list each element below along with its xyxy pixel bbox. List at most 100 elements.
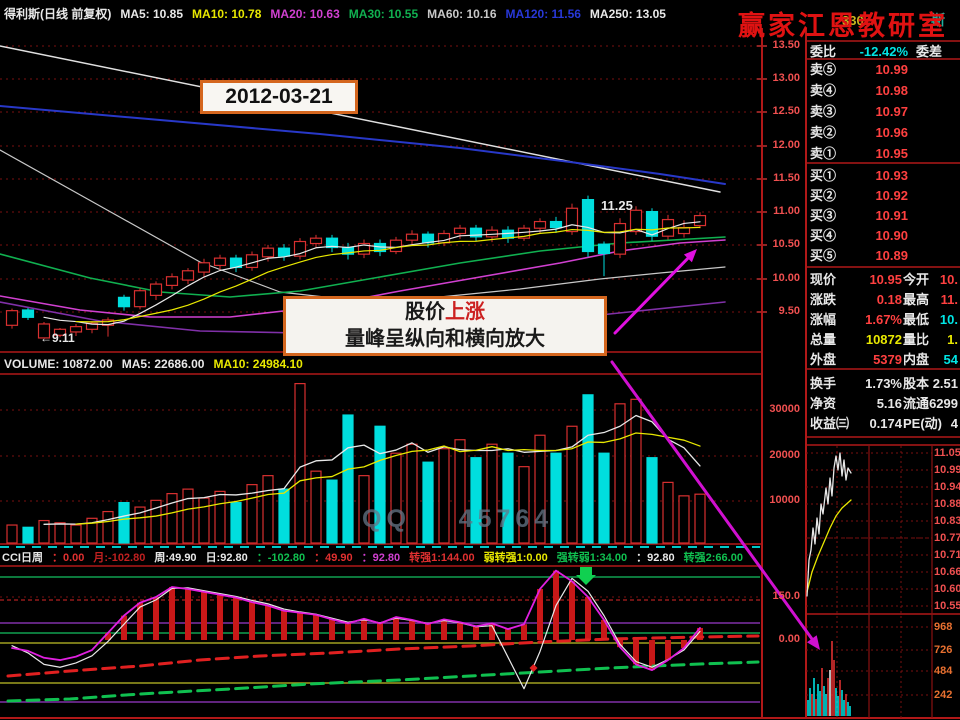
volume-bar: [630, 398, 642, 544]
cci-histogram-bar: [601, 619, 607, 640]
cci-header-segment: ：92.80: [361, 552, 401, 564]
candle-body: [69, 326, 83, 333]
cci-header-segment: ：49.90: [314, 552, 353, 564]
cci-histogram-bar: [537, 588, 543, 640]
candle-body: [645, 210, 659, 237]
volume-bar: [374, 425, 386, 544]
volume-bar: [502, 452, 514, 544]
cci-histogram-bar: [697, 627, 703, 640]
cci-histogram-bar: [649, 640, 655, 671]
analysis-annotation-box: 股价上涨 量峰呈纵向和横向放大: [283, 296, 607, 356]
quote-panel: 委比 -12.42% 委差 卖⑤ 10.99 卖④ 10.98 卖③ 10.97 卖② 10.…: [806, 0, 960, 720]
volume-bar: [6, 524, 18, 544]
buy-level-label: 买④: [810, 228, 837, 243]
candle-body: [581, 199, 595, 253]
buy-level-row[interactable]: 买① 10.93: [806, 166, 960, 186]
up-trend-arrow-head: [683, 249, 697, 263]
cci-histogram-bar: [313, 614, 319, 640]
stat-label: 最高: [903, 292, 930, 307]
cci-header-segment: ：92.80: [636, 552, 675, 564]
volume-bar: [534, 434, 546, 544]
price-axis-label: 12.00: [772, 139, 800, 151]
sell-level-row[interactable]: 卖① 10.95: [806, 144, 960, 164]
buy-level-row[interactable]: 买⑤ 10.89: [806, 246, 960, 266]
down-trend-arrow-head: [806, 635, 820, 650]
buy-level-row[interactable]: 买④ 10.90: [806, 226, 960, 246]
title-bar-segment: MA30: 10.55: [348, 7, 419, 21]
cci-header-segment: ：0.00: [51, 552, 85, 564]
mini-price-label: 10.77: [934, 532, 960, 544]
sell-level-label: 卖①: [810, 146, 837, 161]
sell-level-row[interactable]: 卖② 10.96: [806, 123, 960, 143]
volume-bar: [598, 452, 610, 544]
stat-value: 0.174: [869, 416, 902, 431]
buy-level-price: 10.90: [875, 228, 908, 243]
volume-bar: [230, 501, 242, 544]
price-axis-label: 9.50: [778, 305, 800, 317]
mini-volume-label: 726: [934, 644, 953, 656]
volume-bar: [86, 517, 98, 544]
volume-bar: [150, 499, 162, 544]
volume-header-segment: MA5: 22686.00: [121, 357, 205, 371]
stat-label: 涨幅: [810, 312, 837, 327]
mini-volume-label: 968: [934, 621, 953, 633]
high-price-label: 11.25: [601, 198, 633, 213]
volume-bar: [358, 475, 370, 544]
mini-price-line: [806, 452, 852, 597]
title-bar-segment: 得利斯(日线 前复权): [4, 7, 112, 21]
weibi-label: 委比: [810, 44, 837, 59]
cci-header-segment: 月:-102.80: [93, 552, 146, 564]
sell-level-row[interactable]: 卖③ 10.97: [806, 102, 960, 122]
mini-price-label: 10.94: [934, 481, 960, 493]
mini-price-label: 10.55: [934, 600, 960, 612]
stat-value: 10.95: [869, 272, 902, 287]
stat-value: 10.: [939, 312, 958, 327]
mini-volume-label: 484: [934, 665, 953, 677]
mini-price-label: 10.83: [934, 515, 960, 527]
candle-body: [565, 207, 579, 233]
green-down-arrow-icon: [576, 567, 596, 585]
volume-axis-label: 20000: [769, 449, 800, 461]
volume-bar: [310, 470, 322, 544]
low-price-label: ←9.11: [40, 331, 75, 345]
sell-level-price: 10.98: [875, 83, 908, 98]
buy-level-row[interactable]: 买② 10.92: [806, 186, 960, 206]
sell-level-label: 卖②: [810, 125, 837, 140]
date-annotation-box: 2012-03-21: [200, 80, 358, 114]
ma30-line: [0, 236, 726, 298]
stat-row: 收益㈢ 0.174 PE(动) 4: [806, 414, 960, 434]
volume-bar: [166, 493, 178, 544]
cci-header-segment: 日:92.80: [205, 552, 248, 564]
candle-body: [101, 319, 115, 326]
candle-body: [165, 276, 179, 287]
stat-row: 现价 10.95 今开 10.: [806, 270, 960, 290]
ma5-line: [43, 221, 701, 326]
cci-histogram-bar: [569, 581, 575, 640]
stat-label: 今开: [903, 272, 930, 287]
cci-histogram-bar: [105, 632, 111, 640]
ma120-line: [0, 105, 726, 185]
sell-level-row[interactable]: 卖⑤ 10.99: [806, 60, 960, 80]
candle-body: [597, 243, 611, 255]
buy-level-row[interactable]: 买③ 10.91: [806, 206, 960, 226]
volume-bar: [278, 488, 290, 544]
stat-label: 总量: [810, 332, 837, 347]
cci-header-segment: 转强2:66.00: [683, 552, 743, 564]
mini-average-price-line: [806, 499, 852, 593]
cci-histogram-bar: [505, 629, 511, 640]
cci-histogram-bar: [585, 596, 591, 640]
volume-bar: [566, 425, 578, 544]
title-bar-segment: MA120: 11.56: [505, 7, 581, 21]
mini-price-label: 10.99: [934, 464, 960, 476]
candle-body: [629, 209, 643, 233]
candle-body: [213, 257, 227, 267]
cci-histogram-bar: [409, 619, 415, 640]
sell-level-row[interactable]: 卖④ 10.98: [806, 81, 960, 101]
volume-axis-label: 10000: [769, 494, 800, 506]
volume-bar: [182, 488, 194, 544]
stat-value: 4: [950, 416, 958, 431]
cci-histogram-bar: [233, 597, 239, 640]
mini-volume-label: 242: [934, 689, 953, 701]
